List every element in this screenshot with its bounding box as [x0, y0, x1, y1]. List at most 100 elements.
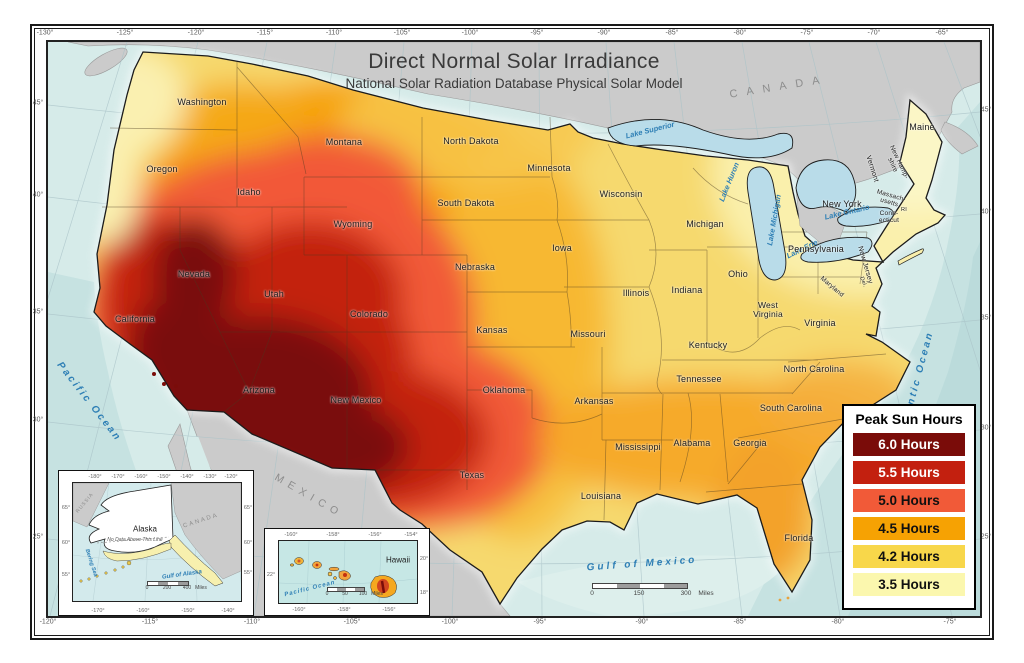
top-coord-label: -130°: [36, 29, 54, 37]
bottom-coord-label: -100°: [441, 618, 459, 626]
legend-label: 6.0 Hours: [878, 437, 940, 452]
bottom-coord-label: -90°: [635, 618, 649, 626]
no-data-line: [96, 536, 170, 544]
state-label-tennessee: Tennessee: [676, 374, 722, 384]
bottom-coord-label: -85°: [733, 618, 747, 626]
state-label-mississippi: Mississippi: [615, 442, 661, 452]
state-label-montana: Montana: [325, 137, 363, 147]
great-lakes: [607, 119, 894, 281]
florida-keys: [778, 596, 790, 602]
state-label-colorado: Colorado: [349, 309, 389, 319]
inset-coord: 20°: [419, 556, 429, 562]
legend: Peak Sun Hours 6.0 Hours 5.5 Hours 5.0 H…: [842, 404, 976, 610]
state-label-south-carolina: South Carolina: [759, 403, 823, 413]
russia-landmass: [73, 483, 110, 528]
legend-swatch-4-2: 4.2 Hours: [853, 545, 965, 568]
bottom-coord-label: -75°: [943, 618, 957, 626]
state-label-illinois: Illinois: [622, 288, 650, 298]
state-label-maine: Maine: [909, 122, 935, 132]
top-coord-label: -90°: [597, 29, 611, 37]
state-label-north-carolina: North Carolina: [783, 364, 845, 374]
scale-tick: 0: [325, 591, 329, 597]
inset-coord: -160°: [284, 532, 298, 538]
top-coord-label: -80°: [733, 29, 747, 37]
title-block: Direct Normal Solar Irradiance National …: [214, 50, 814, 91]
inset-coord: -158°: [337, 607, 351, 613]
right-coord-label: 30°: [980, 424, 992, 432]
top-coord-label: -125°: [116, 29, 134, 37]
legend-rows: 6.0 Hours 5.5 Hours 5.0 Hours 4.5 Hours …: [844, 433, 974, 596]
aleutian-islands: [79, 560, 132, 583]
hawaii-inset-map: [278, 540, 418, 604]
map-frame: [30, 24, 994, 640]
scale-unit: Miles: [195, 585, 207, 591]
legend-swatch-3-5: 3.5 Hours: [853, 573, 965, 596]
hawaii-map-canvas: [279, 541, 417, 603]
bottom-coord-label: -110°: [243, 618, 261, 626]
scale-unit: Miles: [698, 590, 714, 597]
hawaiian-islands: [289, 557, 397, 598]
state-label-nevada: Nevada: [177, 269, 211, 279]
top-coord-label: -95°: [530, 29, 544, 37]
state-label-washington: Washington: [177, 97, 227, 107]
right-coord-label: 45°: [980, 106, 992, 114]
inset-coord: -160°: [136, 608, 150, 614]
inset-coord: -156°: [368, 532, 382, 538]
map-frame-inner-line: [34, 28, 990, 636]
state-label-idaho: Idaho: [237, 187, 261, 197]
inset-coord: -140°: [221, 608, 235, 614]
legend-swatch-5-0: 5.0 Hours: [853, 489, 965, 512]
right-coord-label: 40°: [980, 208, 992, 216]
state-label-west-virginia: West Virginia: [753, 300, 783, 319]
state-label-arizona: Arizona: [243, 385, 275, 395]
inset-coord: 55°: [243, 570, 253, 576]
scale-tick: 0: [145, 585, 149, 591]
inset-coord: 60°: [61, 540, 71, 546]
state-label-new-york: New York: [822, 199, 862, 209]
inset-coord: -140°: [180, 474, 194, 480]
inset-coord: -180°: [88, 474, 102, 480]
legend-label: 5.0 Hours: [878, 493, 940, 508]
scale-tick: 0: [590, 590, 594, 597]
canada-landmass-inset: [170, 483, 241, 580]
map-canvas: [48, 42, 980, 616]
left-coord-label: 35°: [32, 308, 44, 316]
top-coord-label: -70°: [867, 29, 881, 37]
left-coord-label: 30°: [32, 416, 44, 424]
state-label-kansas: Kansas: [476, 325, 508, 335]
left-coord-label: 25°: [32, 533, 44, 541]
top-coord-label: -100°: [461, 29, 479, 37]
legend-swatch-6-0: 6.0 Hours: [853, 433, 965, 456]
inset-coord: -150°: [157, 474, 171, 480]
state-label-wisconsin: Wisconsin: [599, 189, 643, 199]
inset-coord: -170°: [91, 608, 105, 614]
top-coord-label: -85°: [665, 29, 679, 37]
inset-coord: -150°: [181, 608, 195, 614]
page-subtitle: National Solar Radiation Database Physic…: [345, 76, 683, 91]
state-label-south-dakota: South Dakota: [437, 198, 495, 208]
top-coord-label: -65°: [935, 29, 949, 37]
bottom-coord-label: -120°: [39, 618, 57, 626]
scale-tick: 50: [342, 591, 348, 597]
legend-swatch-4-5: 4.5 Hours: [853, 517, 965, 540]
top-coord-label: -115°: [256, 29, 274, 37]
no-data-label: No Data Above This Line: [107, 537, 163, 543]
state-label-louisiana: Louisiana: [580, 491, 622, 501]
inset-coord: -158°: [326, 532, 340, 538]
left-coord-label: 40°: [32, 191, 44, 199]
legend-label: 4.2 Hours: [878, 549, 940, 564]
right-coord-label: 25°: [980, 533, 992, 541]
alaska-panhandle: [168, 534, 224, 587]
hawaii-inset: Hawaii Pacific Ocean 0 50 100 Miles -160…: [264, 528, 430, 616]
state-label-north-dakota: North Dakota: [443, 136, 499, 146]
state-label-alabama: Alabama: [673, 438, 711, 448]
state-label-wyoming: Wyoming: [333, 219, 373, 229]
inset-coord: -160°: [292, 607, 306, 613]
state-label-indiana: Indiana: [671, 285, 703, 295]
legend-title: Peak Sun Hours: [855, 411, 963, 427]
inset-coord: -156°: [382, 607, 396, 613]
hawaii-label: Hawaii: [385, 555, 411, 565]
left-coord-label: 45°: [32, 99, 44, 107]
scale-tick: 400: [182, 585, 192, 591]
